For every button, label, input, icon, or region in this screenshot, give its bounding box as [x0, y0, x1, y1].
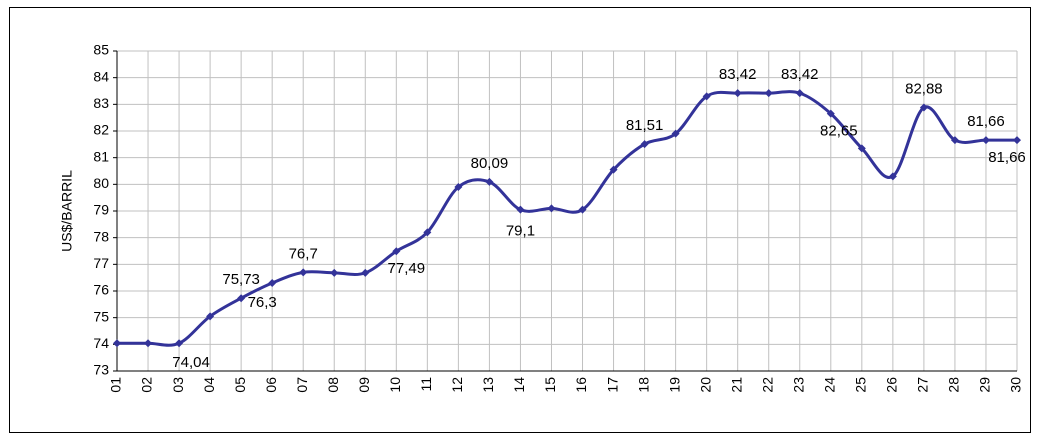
y-tick-label: 74 [93, 335, 109, 351]
x-tick-label: 20 [697, 377, 713, 393]
data-point [392, 247, 401, 256]
data-point [981, 136, 990, 145]
x-tick-label: 18 [635, 377, 651, 393]
x-tick-label: 04 [201, 377, 217, 393]
x-tick-label: 05 [232, 377, 248, 393]
x-tick-label: 30 [1008, 377, 1024, 393]
y-tick-label: 73 [93, 362, 109, 378]
data-label: 77,49 [388, 260, 426, 277]
data-label: 81,66 [967, 113, 1005, 130]
x-tick-label: 21 [728, 377, 744, 393]
data-point [826, 109, 835, 118]
data-point [175, 339, 184, 348]
y-tick-label: 78 [93, 228, 109, 244]
x-tick-label: 25 [853, 377, 869, 393]
x-tick-label: 01 [108, 377, 124, 393]
y-tick-label: 83 [93, 95, 109, 111]
data-point [702, 92, 711, 101]
x-tick-label: 15 [542, 377, 558, 393]
data-point [547, 204, 556, 213]
y-tick-label: 81 [93, 148, 109, 164]
data-point [485, 177, 494, 186]
y-tick-label: 84 [93, 68, 109, 84]
x-tick-label: 24 [821, 377, 837, 393]
x-tick-label: 23 [790, 377, 806, 393]
x-tick-label: 19 [666, 377, 682, 393]
x-tick-label: 14 [511, 377, 527, 393]
data-label: 79,1 [506, 223, 535, 240]
x-tick-label: 08 [325, 377, 341, 393]
data-point [113, 339, 121, 348]
x-tick-label: 02 [139, 377, 155, 393]
data-point [206, 312, 215, 321]
data-label: 81,51 [626, 117, 664, 134]
data-point [237, 294, 246, 303]
x-tick-label: 09 [356, 377, 372, 393]
y-tick-label: 75 [93, 308, 109, 324]
data-point [950, 136, 959, 145]
x-tick-label: 26 [884, 377, 900, 393]
x-tick-label: 07 [294, 377, 310, 393]
x-tick-label: 16 [573, 377, 589, 393]
data-label: 82,65 [820, 123, 858, 140]
data-label: 80,09 [471, 155, 509, 172]
data-point [578, 205, 587, 214]
x-tick-label: 03 [170, 377, 186, 393]
y-tick-label: 82 [93, 122, 109, 138]
y-tick-label: 85 [93, 42, 109, 58]
y-tick-label: 76 [93, 282, 109, 298]
data-label: 76,7 [289, 245, 318, 262]
x-tick-label: 10 [387, 377, 403, 393]
data-point [330, 268, 339, 277]
data-point [423, 228, 432, 237]
data-point [671, 129, 680, 138]
data-point [1013, 136, 1021, 145]
data-point [919, 103, 928, 112]
data-point [299, 268, 308, 277]
data-point [795, 89, 804, 98]
data-point [144, 339, 153, 348]
x-tick-label: 27 [915, 377, 931, 393]
data-label: 75,73 [222, 271, 260, 288]
x-tick-label: 13 [480, 377, 496, 393]
y-tick-label: 77 [93, 255, 109, 271]
x-tick-label: 29 [977, 377, 993, 393]
data-point [268, 279, 277, 287]
data-point [454, 183, 463, 191]
x-tick-label: 11 [418, 377, 434, 392]
data-label: 82,88 [905, 81, 943, 98]
x-tick-label: 12 [449, 377, 465, 393]
y-tick-label: 79 [93, 202, 109, 218]
data-label: 74,04 [172, 354, 210, 371]
x-tick-label: 17 [604, 377, 620, 393]
data-point [640, 140, 649, 149]
data-point [361, 268, 370, 277]
x-tick-label: 22 [759, 377, 775, 393]
data-label: 83,42 [719, 66, 757, 83]
y-tick-label: 80 [93, 175, 109, 191]
data-point [733, 89, 742, 98]
data-point [857, 144, 866, 153]
data-label: 83,42 [781, 66, 819, 83]
x-tick-label: 06 [263, 377, 279, 393]
data-point [516, 205, 525, 214]
x-tick-label: 28 [946, 377, 962, 393]
data-point [764, 89, 773, 98]
data-label: 81,66 [988, 149, 1026, 166]
data-label: 76,3 [248, 294, 277, 311]
y-axis-label: US$/BARRIL [59, 170, 75, 252]
data-point [609, 165, 618, 174]
data-point [888, 172, 897, 181]
